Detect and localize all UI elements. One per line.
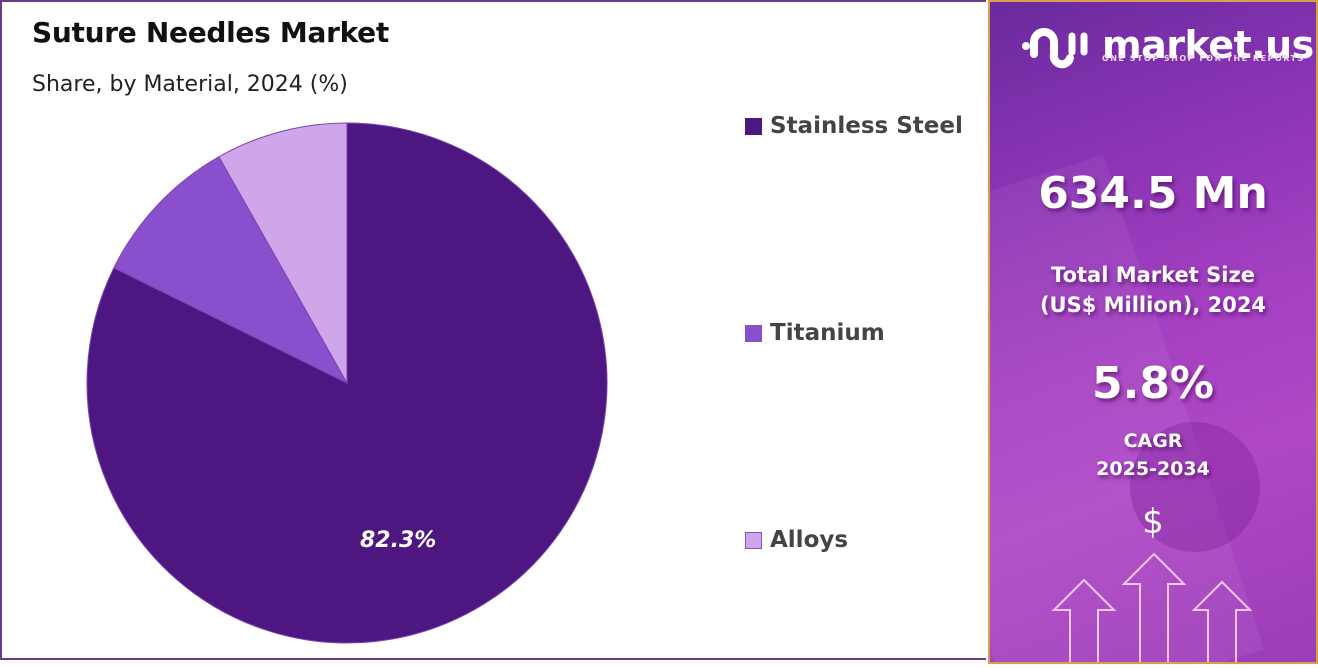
pie-slice-alloys (218, 122, 348, 385)
chart-subtitle: Share, by Material, 2024 (%) (32, 72, 348, 97)
summary-panel: market.us ONE STOP SHOP FOR THE REPORTS … (988, 0, 1318, 664)
legend-item-alloys: Alloys (745, 527, 848, 553)
cagr-label-line2: 2025-2034 (1096, 458, 1210, 480)
cagr-label-line1: CAGR (1123, 430, 1183, 452)
pie-data-label-stainless-steel: 82.3% (360, 528, 437, 553)
legend-swatch-icon (745, 117, 762, 135)
pie-svg (86, 122, 608, 644)
logo-mark-icon (1022, 28, 1088, 69)
market-size-label-line1: Total Market Size (1051, 263, 1255, 287)
cagr-label: CAGR 2025-2034 (990, 427, 1316, 483)
legend-item-titanium: Titanium (745, 320, 885, 346)
logo-tagline: ONE STOP SHOP FOR THE REPORTS (1102, 54, 1305, 63)
growth-arrows-icon (1051, 552, 1253, 662)
pie-slice-stainless-steel (86, 122, 608, 644)
market-size-value: 634.5 Mn (1038, 168, 1268, 219)
legend-label: Stainless Steel (770, 113, 963, 139)
logo-text: market.us (1102, 23, 1314, 67)
legend-swatch-icon (745, 324, 762, 342)
legend-label: Alloys (770, 527, 849, 553)
market-us-logo: market.us (1020, 20, 1314, 70)
pie-chart (86, 122, 608, 644)
cagr-value: 5.8% (1091, 358, 1215, 409)
chart-title: Suture Needles Market (32, 16, 389, 49)
legend-swatch-icon (745, 531, 762, 549)
dollar-icon: $ (1142, 502, 1164, 542)
market-size-label-line2: (US$ Million), 2024 (1039, 293, 1267, 317)
market-size-label: Total Market Size (US$ Million), 2024 (990, 260, 1316, 320)
legend-item-stainless-steel: Stainless Steel (745, 113, 963, 139)
legend-label: Titanium (770, 320, 885, 346)
pie-slice-titanium (113, 156, 349, 385)
background-decoration (1130, 422, 1260, 552)
